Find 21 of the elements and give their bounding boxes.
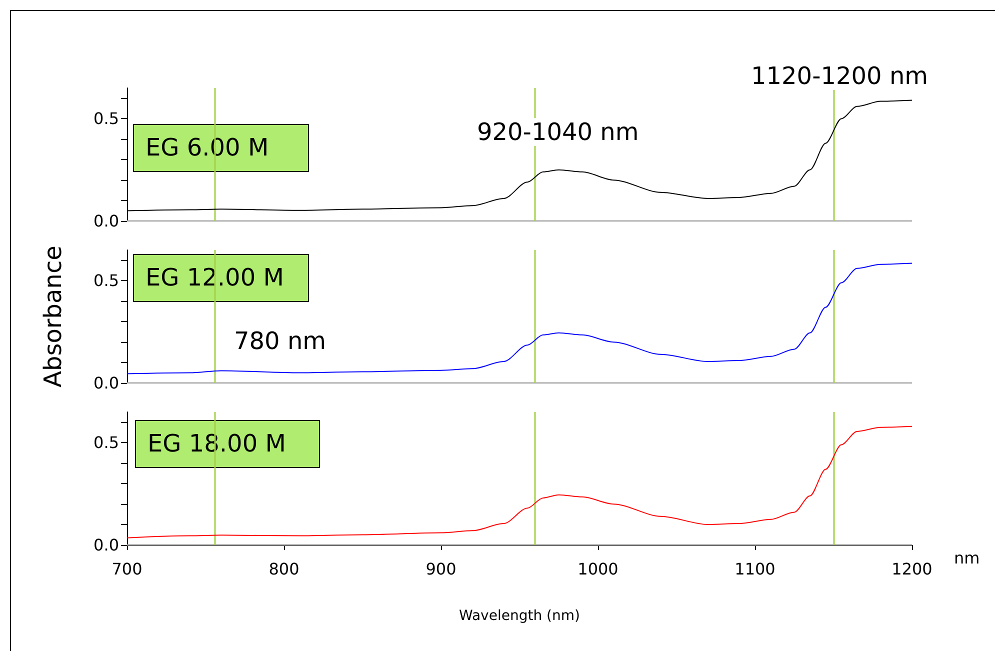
annotation: 1120-1200 nm	[751, 62, 928, 90]
y-tick-label: 0.5	[94, 109, 119, 128]
x-tick-label: 1100	[734, 560, 776, 578]
x-tick-label: 700	[112, 560, 142, 578]
x-tick-label: 800	[268, 560, 300, 578]
y-axis-title: Absorbance	[39, 246, 67, 388]
y-tick-label: 0.5	[94, 433, 119, 452]
y-tick-label: 0.0	[94, 374, 119, 392]
y-tick-label: 0.0	[94, 212, 119, 230]
y-tick-label: 0.5	[94, 271, 119, 290]
y-tick-label: 0.0	[94, 536, 119, 554]
x-axis-title: Wavelength (nm)	[459, 608, 580, 624]
text: nm	[954, 548, 980, 568]
x-tick-label: 900	[426, 560, 456, 578]
x-tick-label: 1200	[892, 560, 932, 578]
x-tick-label: 1000	[578, 560, 618, 578]
annotation: 780 nm	[234, 327, 326, 355]
annotation: 920-1040 nm	[477, 118, 639, 146]
text: EG 6.00 M	[146, 134, 269, 162]
text: EG 18.00 M	[148, 430, 286, 458]
text: EG 12.00 M	[146, 264, 284, 292]
